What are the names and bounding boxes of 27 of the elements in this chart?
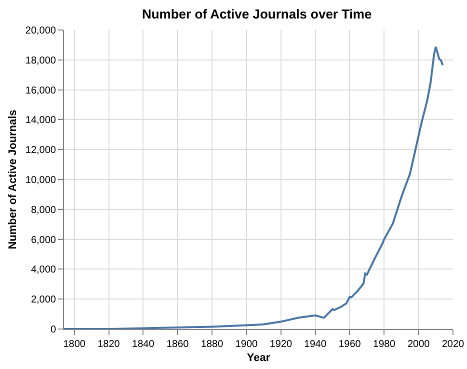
x-tick-label: 1900 bbox=[235, 339, 258, 350]
x-tick-label: 1840 bbox=[132, 339, 155, 350]
y-tick-label: 12,000 bbox=[25, 145, 56, 156]
y-tick-label: 0 bbox=[50, 324, 56, 336]
y-tick-label: 8,000 bbox=[30, 204, 56, 216]
x-axis-title: Year bbox=[246, 352, 271, 364]
x-tick-label: 1860 bbox=[166, 339, 190, 350]
line-series bbox=[64, 46, 444, 329]
y-tick-label: 2,000 bbox=[30, 294, 56, 306]
y-tick-label: 10,000 bbox=[25, 175, 56, 186]
x-tick-label: 1960 bbox=[338, 339, 362, 350]
x-tick-label: 2020 bbox=[442, 339, 465, 350]
x-tick-label: 2000 bbox=[407, 339, 430, 350]
x-tick-label: 1880 bbox=[200, 339, 224, 350]
x-tick-label: 1940 bbox=[304, 339, 327, 350]
chart-title: Number of Active Journals over Time bbox=[142, 6, 372, 22]
y-axis-title: Number of Active Journals bbox=[7, 110, 20, 250]
x-tick-label: 1920 bbox=[270, 339, 292, 350]
y-tick-label: 16,000 bbox=[25, 85, 56, 96]
x-tick-label: 1820 bbox=[98, 339, 120, 350]
y-tick-label: 4,000 bbox=[30, 264, 56, 276]
x-tick-label: 1800 bbox=[63, 339, 86, 350]
x-tick-label: 1980 bbox=[373, 339, 396, 350]
y-tick-label: 18,000 bbox=[25, 55, 56, 66]
y-tick-label: 20,000 bbox=[25, 26, 56, 36]
y-tick-label: 14,000 bbox=[25, 115, 56, 126]
y-tick-label: 6,000 bbox=[30, 234, 56, 246]
